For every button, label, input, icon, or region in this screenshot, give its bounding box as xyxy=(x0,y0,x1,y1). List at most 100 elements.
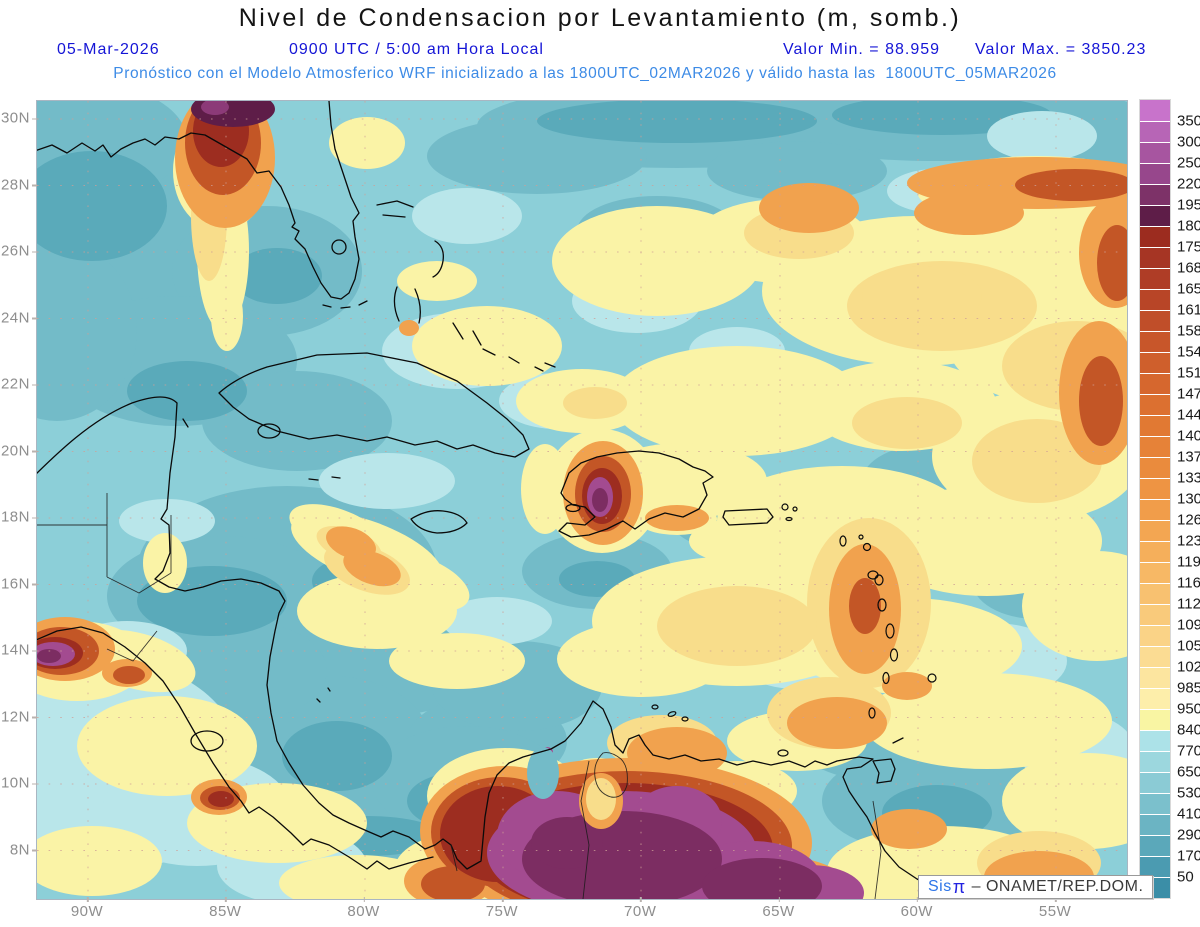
colorbar-segment xyxy=(1140,436,1170,457)
colorbar-tick-label: 840 xyxy=(1177,721,1200,739)
value-min-label: Valor Min. = 88.959 xyxy=(783,41,941,58)
colorbar-tick-label: 290 xyxy=(1177,826,1200,844)
lon-tick-label: 75W xyxy=(485,897,519,920)
colorbar-segment xyxy=(1140,247,1170,268)
colorbar-tick-label: 1685 xyxy=(1177,259,1200,277)
colorbar-segment xyxy=(1140,226,1170,247)
colorbar-tick-label: 50 xyxy=(1177,868,1194,886)
pi-symbol: π xyxy=(952,876,966,897)
colorbar-tick-label: 1370 xyxy=(1177,448,1200,466)
colorbar-tick-label: 3500 xyxy=(1177,112,1200,130)
colorbar xyxy=(1139,99,1171,899)
colorbar-tick-label: 1230 xyxy=(1177,532,1200,550)
colorbar-tick-label: 1950 xyxy=(1177,196,1200,214)
colorbar-tick-label: 1335 xyxy=(1177,469,1200,487)
colorbar-segment xyxy=(1140,121,1170,142)
colorbar-segment xyxy=(1140,499,1170,520)
colorbar-segment xyxy=(1140,793,1170,814)
colorbar-segment xyxy=(1140,310,1170,331)
colorbar-segment xyxy=(1140,625,1170,646)
forecast-subtitle: Pronóstico con el Modelo Atmosferico WRF… xyxy=(113,65,1057,82)
lon-tick-label: 90W xyxy=(70,897,104,920)
attribution-text: – ONAMET/REP.DOM. xyxy=(966,877,1144,895)
colorbar-segment xyxy=(1140,562,1170,583)
country-borders xyxy=(37,493,882,899)
colorbar-tick-label: 1265 xyxy=(1177,511,1200,529)
colorbar-segment xyxy=(1140,352,1170,373)
lat-tick-label: 26N xyxy=(0,242,37,260)
colorbar-tick-label: 1195 xyxy=(1177,553,1200,571)
colorbar-segment xyxy=(1140,289,1170,310)
value-max-label: Valor Max. = 3850.23 xyxy=(975,41,1147,58)
colorbar-tick-label: 3000 xyxy=(1177,133,1200,151)
colorbar-segment xyxy=(1140,394,1170,415)
map-plot-area xyxy=(36,100,1128,900)
lat-tick-label: 20N xyxy=(0,442,37,460)
colorbar-tick-label: 410 xyxy=(1177,805,1200,823)
colorbar-segment xyxy=(1140,646,1170,667)
lesser-antilles-islands xyxy=(651,503,937,757)
lat-tick-label: 18N xyxy=(0,508,37,526)
colorbar-segment xyxy=(1140,604,1170,625)
colorbar-segment xyxy=(1140,667,1170,688)
colorbar-segment xyxy=(1140,772,1170,793)
colorbar-segment xyxy=(1140,688,1170,709)
colorbar-segment xyxy=(1140,415,1170,436)
colorbar-segment xyxy=(1140,520,1170,541)
colorbar-segment xyxy=(1140,205,1170,226)
contour-purple-dark xyxy=(37,488,822,899)
colorbar-tick-label: 2500 xyxy=(1177,154,1200,172)
lon-tick-label: 85W xyxy=(209,897,242,920)
attribution-box: Sis π – ONAMET/REP.DOM. xyxy=(918,875,1154,899)
lon-tick-label: 55W xyxy=(1038,897,1072,920)
colorbar-tick-label: 1510 xyxy=(1177,364,1200,382)
colorbar-segment xyxy=(1140,814,1170,835)
colorbar-tick-label: 530 xyxy=(1177,784,1200,802)
lon-tick-label: 80W xyxy=(347,897,380,920)
lat-tick-label: 8N xyxy=(0,841,37,858)
colorbar-tick-label: 1615 xyxy=(1177,301,1200,319)
colorbar-segment xyxy=(1140,457,1170,478)
lat-tick-label: 22N xyxy=(0,375,37,393)
page-title: Nivel de Condensacion por Levantamiento … xyxy=(238,4,962,32)
coastlines xyxy=(37,101,965,899)
colorbar-tick-label: 1800 xyxy=(1177,217,1200,235)
colorbar-tick-label: 950 xyxy=(1177,700,1200,718)
valid-date: 05-Mar-2026 xyxy=(57,41,160,58)
colorbar-tick-label: 770 xyxy=(1177,742,1200,760)
colorbar-segment xyxy=(1140,142,1170,163)
colorbar-tick-label: 1090 xyxy=(1177,616,1200,634)
colorbar-segment xyxy=(1140,583,1170,604)
colorbar-segment xyxy=(1140,856,1170,877)
colorbar-segment xyxy=(1140,478,1170,499)
colorbar-segment xyxy=(1140,100,1170,121)
colorbar-tick-label: 650 xyxy=(1177,763,1200,781)
colorbar-tick-label: 1125 xyxy=(1177,595,1200,613)
colorbar-tick-label: 985 xyxy=(1177,679,1200,697)
colorbar-tick-label: 1160 xyxy=(1177,574,1200,592)
colorbar-tick-label: 1300 xyxy=(1177,490,1200,508)
lon-tick-label: 70W xyxy=(624,897,657,920)
lat-tick-label: 12N xyxy=(0,708,37,726)
lon-tick-label: 65W xyxy=(762,897,795,920)
lat-tick-label: 10N xyxy=(0,774,37,792)
colorbar-tick-label: 170 xyxy=(1177,847,1200,865)
colorbar-segment xyxy=(1140,541,1170,562)
colorbar-tick-label: 1475 xyxy=(1177,385,1200,403)
valid-time: 0900 UTC / 5:00 am Hora Local xyxy=(289,41,544,58)
colorbar-tick-label: 1650 xyxy=(1177,280,1200,298)
colorbar-tick-label: 1580 xyxy=(1177,322,1200,340)
colorbar-segment xyxy=(1140,268,1170,289)
colorbar-segment xyxy=(1140,163,1170,184)
contour-panhandle-maroon xyxy=(191,101,275,127)
lat-tick-label: 30N xyxy=(0,109,37,127)
colorbar-segment xyxy=(1140,835,1170,856)
lon-tick-label: 60W xyxy=(900,897,933,920)
colorbar-tick-label: 1020 xyxy=(1177,658,1200,676)
colorbar-segment xyxy=(1140,730,1170,751)
attribution-brand: Sis xyxy=(928,877,952,895)
colorbar-tick-label: 1055 xyxy=(1177,637,1200,655)
lat-tick-label: 16N xyxy=(0,575,37,593)
lat-tick-label: 28N xyxy=(0,176,37,194)
